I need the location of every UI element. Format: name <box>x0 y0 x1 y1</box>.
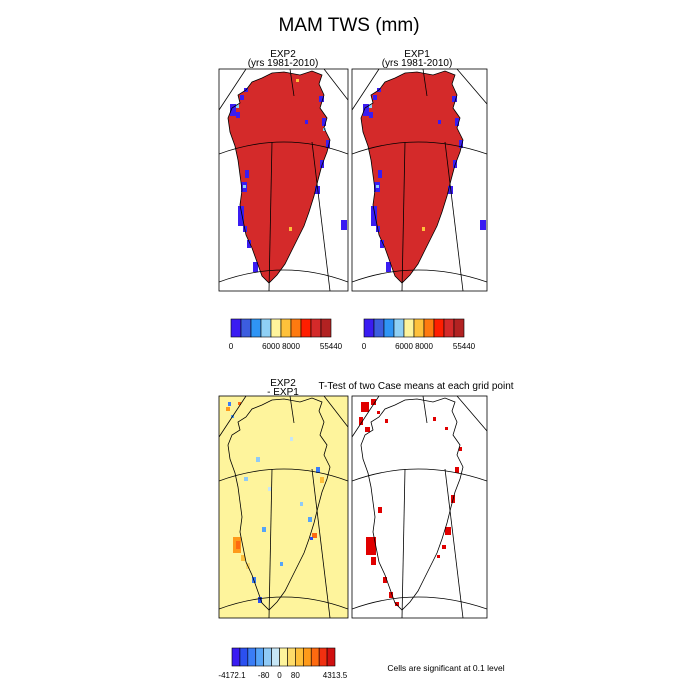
colorbar-swatch <box>240 318 252 338</box>
exp2-yellow-cells <box>289 79 299 231</box>
colorbar-swatch <box>443 318 455 338</box>
exp1-yellow-cells <box>422 227 425 231</box>
colorbar-swatch <box>239 647 249 667</box>
exp2-colorbar: 0 6000 8000 55440 <box>229 318 343 351</box>
colorbar-tick-label: 80 <box>291 671 300 680</box>
colorbar-swatch <box>373 318 385 338</box>
colorbar-tick-label: 55440 <box>453 342 476 351</box>
colorbar-tick-label: 55440 <box>320 342 343 351</box>
colorbar-swatch <box>413 318 425 338</box>
colorbar-tick-label: -80 <box>258 671 270 680</box>
colorbar-swatch <box>320 318 332 338</box>
colorbar-swatch <box>300 318 312 338</box>
colorbar-swatch <box>260 318 272 338</box>
colorbar-swatch <box>326 647 336 667</box>
colorbar-swatch <box>250 318 262 338</box>
colorbar-swatch <box>303 647 312 667</box>
colorbar-swatch <box>280 318 292 338</box>
colorbar-swatch <box>287 647 296 667</box>
diff-colorbar: -4172.1 -80 0 80 4313.5 <box>218 647 348 680</box>
colorbar-swatch <box>453 318 465 338</box>
colorbar-swatch <box>279 647 288 667</box>
colorbar-swatch <box>318 647 328 667</box>
figure-title: MAM TWS (mm) <box>278 15 419 36</box>
colorbar-swatch <box>271 647 280 667</box>
diff-panel-subtitle: - EXP1 <box>267 387 299 398</box>
colorbar-swatch <box>310 318 322 338</box>
exp1-panel-subtitle: (yrs 1981-2010) <box>382 58 453 69</box>
colorbar-swatch <box>255 647 264 667</box>
colorbar-swatch <box>290 318 302 338</box>
colorbar-swatch <box>270 318 282 338</box>
colorbar-tick-label: 8000 <box>282 342 300 351</box>
significance-note: Cells are significant at 0.1 level <box>387 663 504 673</box>
exp2-panel-title: EXP2 <box>270 49 296 60</box>
colorbar-swatch <box>247 647 257 667</box>
diff-negative-cells <box>228 402 320 603</box>
colorbar-tick-label: 4313.5 <box>323 671 348 680</box>
diff-panel-title: EXP2 <box>270 378 296 389</box>
colorbar-tick-label: 8000 <box>415 342 433 351</box>
exp2-map <box>219 69 348 291</box>
diff-map <box>219 396 348 618</box>
colorbar-tick-label: 0 <box>362 342 367 351</box>
colorbar-tick-label: 0 <box>229 342 234 351</box>
colorbar-tick-label: 6000 <box>395 342 413 351</box>
exp1-light-cells <box>369 104 379 188</box>
exp2-panel-subtitle: (yrs 1981-2010) <box>248 58 319 69</box>
colorbar-tick-label: 0 <box>277 671 282 680</box>
colorbar-swatch <box>403 318 415 338</box>
colorbar-swatch <box>310 647 320 667</box>
colorbar-swatch <box>263 647 272 667</box>
colorbar-tick-label: 6000 <box>262 342 280 351</box>
ttest-panel-title: T-Test of two Case means at each grid po… <box>318 381 513 392</box>
colorbar-swatch <box>393 318 405 338</box>
colorbar-swatch <box>383 318 395 338</box>
colorbar-swatch <box>295 647 304 667</box>
colorbar-swatch <box>231 647 241 667</box>
colorbar-swatch <box>363 318 375 338</box>
colorbar-swatch <box>423 318 435 338</box>
colorbar-swatch <box>230 318 242 338</box>
exp1-map <box>352 69 487 291</box>
exp2-gridlines <box>219 69 348 291</box>
exp1-panel-title: EXP1 <box>404 49 430 60</box>
exp1-colorbar: 0 6000 8000 55440 <box>362 318 476 351</box>
ttest-map <box>352 396 487 618</box>
colorbar-swatch <box>433 318 445 338</box>
colorbar-tick-label: -4172.1 <box>218 671 246 680</box>
